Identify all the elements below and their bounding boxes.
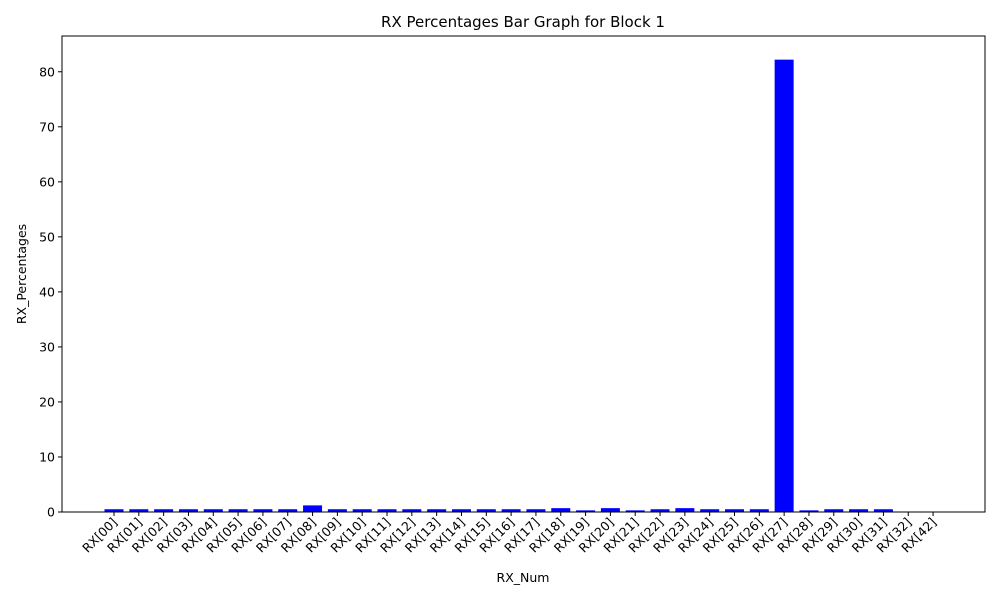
bar-rx12: [402, 509, 422, 512]
bar-rx19: [576, 510, 596, 512]
x-axis-label: RX_Num: [497, 570, 550, 585]
chart-title: RX Percentages Bar Graph for Block 1: [381, 13, 665, 31]
y-tick-label: 80: [39, 64, 55, 79]
y-tick-label: 0: [47, 505, 55, 520]
bar-rx21: [625, 510, 645, 512]
bar-rx00: [104, 509, 124, 512]
bar-rx28: [799, 510, 819, 512]
bar-rx16: [501, 509, 521, 512]
bar-rx25: [725, 509, 744, 512]
y-tick-label: 40: [39, 284, 55, 299]
bar-rx11: [377, 509, 397, 512]
bar-rx30: [849, 509, 869, 512]
bar-rx03: [178, 509, 198, 512]
bar-rx04: [203, 509, 223, 512]
bar-rx02: [154, 509, 174, 512]
plot-area: [104, 59, 893, 513]
bar-rx14: [451, 509, 471, 512]
y-tick-label: 20: [39, 394, 55, 409]
bar-rx09: [327, 509, 347, 512]
y-tick-label: 30: [39, 339, 55, 354]
bar-rx17: [526, 509, 546, 512]
bar-rx01: [129, 509, 149, 512]
bar-rx15: [476, 509, 496, 512]
bar-rx05: [228, 509, 248, 512]
y-axis-label: RX_Percentages: [14, 224, 29, 324]
bar-rx13: [427, 509, 447, 512]
bar-rx08: [303, 505, 323, 512]
bar-rx31: [873, 509, 893, 512]
bar-rx27: [774, 59, 794, 513]
bar-rx26: [749, 509, 769, 512]
bar-rx29: [824, 509, 844, 512]
bar-rx22: [650, 509, 670, 512]
axes-frame: [61, 35, 986, 513]
y-tick-label: 60: [39, 174, 55, 189]
bar-rx20: [600, 508, 620, 512]
y-tick-label: 50: [39, 229, 55, 244]
y-tick-label: 10: [39, 449, 55, 464]
bar-rx06: [253, 509, 273, 512]
bar-rx18: [551, 508, 571, 512]
y-tick-label: 70: [39, 119, 55, 134]
bar-rx23: [675, 508, 695, 512]
bar-rx24: [700, 509, 720, 512]
bar-rx07: [278, 509, 298, 512]
bar-rx10: [352, 509, 372, 512]
